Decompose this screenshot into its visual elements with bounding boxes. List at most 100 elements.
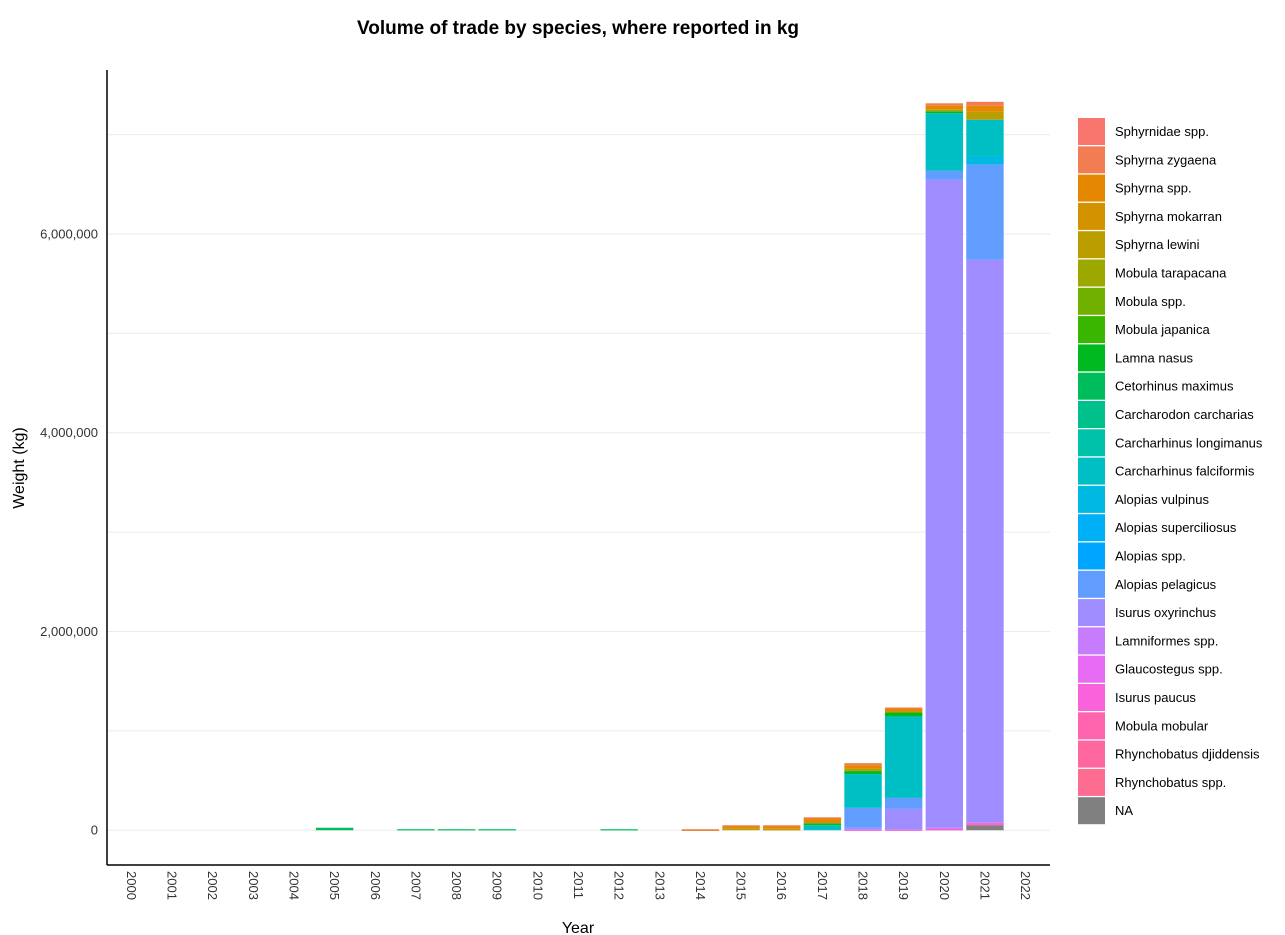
legend-swatch — [1078, 344, 1105, 372]
legend-swatch — [1078, 372, 1105, 400]
bar-segment — [925, 109, 964, 112]
legend-label: Sphyrna mokarran — [1115, 209, 1222, 224]
bar-segment — [966, 164, 1004, 260]
bar-segment — [803, 825, 842, 831]
legend-swatch — [1078, 287, 1105, 315]
x-tick-label: 2003 — [246, 871, 261, 900]
legend-label: Carcharhinus longimanus — [1115, 435, 1263, 450]
bar-segment — [884, 716, 923, 798]
legend-swatch — [1078, 740, 1105, 768]
legend-label: Sphyrna spp. — [1115, 181, 1192, 196]
x-tick-label: 2006 — [368, 871, 383, 900]
legend-swatch — [1078, 627, 1105, 655]
x-tick-labels: 2000 2001 2002 2003 2004 2005 2006 2007 2008 2009… — [124, 871, 1033, 900]
bar-segment — [437, 829, 476, 831]
x-tick-label: 2009 — [490, 871, 505, 900]
legend-label: Mobula tarapacana — [1115, 266, 1227, 281]
x-tick-label: 2002 — [205, 871, 220, 900]
legend-label: Rhynchobatus spp. — [1115, 775, 1226, 790]
legend-label: Alopias superciliosus — [1115, 520, 1237, 535]
bar-segment — [315, 827, 354, 831]
x-tick-label: 2011 — [571, 871, 586, 899]
legend-label: Sphyrnidae spp. — [1115, 124, 1209, 139]
bar-segment — [966, 101, 1004, 106]
legend-swatch — [1078, 457, 1105, 485]
y-tick-label: 6,000,000 — [40, 226, 98, 241]
legend: Sphyrnidae spp. Sphyrna zygaena Sphyrna sp… — [1078, 118, 1263, 825]
bar-segment — [966, 825, 1004, 831]
bar-segment — [763, 825, 801, 827]
bar-segment — [763, 829, 801, 831]
grid-lines — [107, 134, 1050, 831]
legend-swatch — [1078, 231, 1105, 259]
legend-label: Carcharhinus falciformis — [1115, 464, 1255, 479]
x-tick-label: 2000 — [124, 871, 139, 900]
bar-segment — [844, 768, 882, 772]
bar-segment — [763, 828, 801, 830]
legend-swatch — [1078, 768, 1105, 796]
legend-swatch — [1078, 797, 1105, 825]
legend-swatch — [1078, 570, 1105, 598]
bar-segment — [803, 818, 842, 824]
legend-label: Cetorhinus maximus — [1115, 379, 1234, 394]
legend-swatch — [1078, 202, 1105, 230]
bar-segment — [966, 822, 1004, 824]
legend-swatch — [1078, 599, 1105, 627]
bar-segment — [763, 826, 801, 829]
y-tick-label: 0 — [91, 823, 98, 838]
legend-label: Sphyrna lewini — [1115, 237, 1200, 252]
legend-label: Glaucostegus spp. — [1115, 662, 1223, 677]
legend-label: Lamna nasus — [1115, 350, 1194, 365]
bar-segment — [884, 708, 923, 712]
x-tick-label: 2010 — [530, 871, 545, 900]
bar-segment — [884, 797, 923, 809]
legend-label: Carcharodon carcharias — [1115, 407, 1254, 422]
bar-segment — [681, 829, 720, 831]
legend-swatch — [1078, 542, 1105, 570]
bar-segment — [884, 712, 923, 717]
bar-segment — [844, 807, 882, 828]
x-tick-label: 2017 — [815, 871, 830, 900]
legend-label: Mobula mobular — [1115, 718, 1209, 733]
legend-label: Mobula spp. — [1115, 294, 1186, 309]
bar-segment — [925, 105, 964, 110]
bars — [315, 101, 1004, 831]
legend-label: Alopias spp. — [1115, 549, 1186, 564]
x-tick-label: 2012 — [612, 871, 627, 900]
legend-label: Isurus paucus — [1115, 690, 1196, 705]
y-axis-title: Weight (kg) — [11, 427, 28, 509]
x-tick-label: 2020 — [937, 871, 952, 900]
legend-label: NA — [1115, 803, 1133, 818]
bar-segment — [844, 763, 882, 766]
legend-label: Isurus oxyrinchus — [1115, 605, 1217, 620]
bar-segment — [722, 828, 760, 831]
x-tick-label: 2001 — [165, 871, 180, 900]
legend-swatch — [1078, 684, 1105, 711]
x-tick-label: 2018 — [856, 871, 871, 900]
legend-label: Rhynchobatus djiddensis — [1115, 747, 1260, 762]
bar-segment — [844, 827, 882, 830]
bar-segment — [844, 771, 882, 775]
y-tick-label: 4,000,000 — [40, 425, 98, 440]
bar-segment — [966, 119, 1004, 157]
legend-swatch — [1078, 401, 1105, 428]
bar-segment — [925, 179, 964, 828]
chart-title: Volume of trade by species, where report… — [357, 18, 799, 39]
legend-swatch — [1078, 146, 1105, 174]
legend-swatch — [1078, 712, 1105, 740]
x-tick-label: 2016 — [774, 871, 789, 900]
bar-segment — [478, 829, 516, 831]
x-tick-label: 2005 — [327, 871, 342, 900]
y-tick-label: 2,000,000 — [40, 624, 98, 639]
bar-segment — [966, 259, 1004, 823]
bar-segment — [966, 105, 1004, 112]
legend-swatch — [1078, 429, 1105, 457]
bar-segment — [884, 711, 923, 713]
legend-swatch — [1078, 485, 1105, 513]
legend-swatch — [1078, 655, 1105, 683]
bar-segment — [844, 829, 882, 831]
x-tick-label: 2007 — [408, 871, 423, 900]
bar-segment — [803, 817, 842, 819]
bar-segment — [884, 829, 923, 831]
